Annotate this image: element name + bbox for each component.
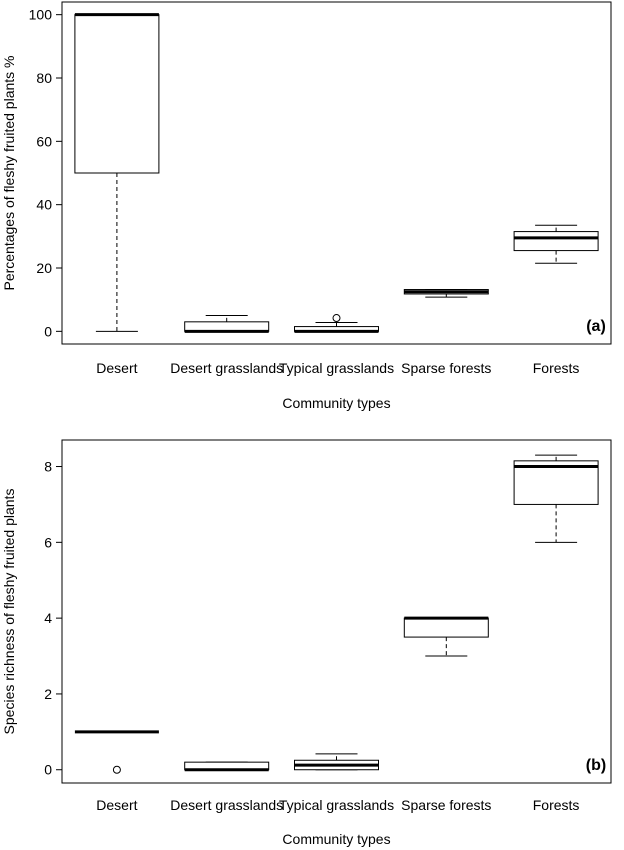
y-axis-title-a: Percentages of fleshy fruited plants % [1, 55, 17, 290]
y-tick-label-a: 0 [44, 323, 52, 339]
box-b-3 [403, 616, 489, 657]
y-tick-label-b: 8 [44, 459, 52, 475]
box-a-3 [403, 289, 489, 298]
plot-frame-a [61, 1, 612, 345]
y-tick-label-b: 0 [44, 762, 52, 778]
panel-b: (b) Community types Species richness of … [1, 439, 612, 847]
x-tick-label-a: Desert [96, 360, 137, 376]
x-tick-label-b: Forests [533, 797, 580, 813]
x-tick-label-a: Typical grasslands [279, 360, 394, 376]
y-tick-label-a: 40 [36, 197, 52, 213]
y-tick-label-b: 6 [44, 534, 52, 550]
box-iqr [513, 231, 599, 252]
box-iqr [513, 460, 599, 505]
box-iqr [74, 14, 160, 174]
x-axis-title-b: Community types [282, 831, 390, 847]
outlier-point [112, 765, 121, 774]
box-iqr [403, 617, 489, 638]
box-a-2 [294, 314, 379, 333]
panel-a: (a) Community types Percentages of flesh… [1, 1, 612, 411]
y-axis-title-b: Species richness of fleshy fruited plant… [1, 489, 17, 735]
box-b-0 [74, 730, 159, 774]
y-tick-label-a: 20 [36, 260, 52, 276]
x-tick-label-a: Sparse forests [401, 360, 491, 376]
box-a-1 [184, 315, 270, 333]
box-b-4 [513, 454, 599, 543]
panel-label-a: (a) [586, 318, 606, 335]
y-tick-label-a: 100 [29, 7, 53, 23]
box-b-2 [294, 753, 379, 771]
box-b-1 [184, 761, 270, 772]
plot-frame-b [61, 439, 612, 784]
x-tick-label-b: Sparse forests [401, 797, 491, 813]
y-tick-label-b: 4 [44, 610, 52, 626]
box-a-0 [74, 13, 160, 332]
y-tick-label-a: 80 [36, 70, 52, 86]
panel-label-b: (b) [586, 757, 606, 774]
outlier-point [332, 314, 341, 323]
x-axis-title-a: Community types [282, 395, 390, 411]
y-tick-label-a: 60 [36, 133, 52, 149]
x-tick-label-b: Desert grasslands [170, 797, 283, 813]
box-a-4 [513, 224, 599, 264]
x-tick-label-a: Forests [533, 360, 580, 376]
x-tick-label-b: Desert [96, 797, 137, 813]
y-tick-label-b: 2 [44, 686, 52, 702]
x-tick-label-a: Desert grasslands [170, 360, 283, 376]
x-tick-label-b: Typical grasslands [279, 797, 394, 813]
